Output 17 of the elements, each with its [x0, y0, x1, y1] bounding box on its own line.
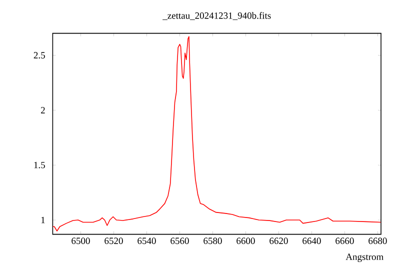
- x-tick-label: 6620: [270, 238, 288, 244]
- x-tick-label: 6500: [72, 238, 90, 244]
- x-tick-label: 6540: [138, 238, 156, 244]
- x-axis-title: Angstrom: [346, 254, 384, 262]
- x-tick-label: 6520: [104, 238, 123, 244]
- y-tick-label: 1: [41, 216, 45, 224]
- x-tick-label: 6600: [236, 238, 255, 244]
- x-tick-label: 6560: [170, 238, 189, 244]
- x-tick-label: 6580: [204, 238, 222, 244]
- chart-title: _zettau_20241231_940b.fits: [162, 12, 271, 20]
- x-tick-label: 6680: [368, 238, 387, 244]
- y-tick-label: 2.5: [34, 52, 45, 58]
- x-tick-label: 6640: [302, 238, 321, 244]
- line-series: [52, 36, 382, 232]
- y-tick-label: 2: [41, 107, 45, 114]
- x-tick-label: 6660: [336, 238, 354, 244]
- y-tick-label: 1.5: [34, 162, 45, 168]
